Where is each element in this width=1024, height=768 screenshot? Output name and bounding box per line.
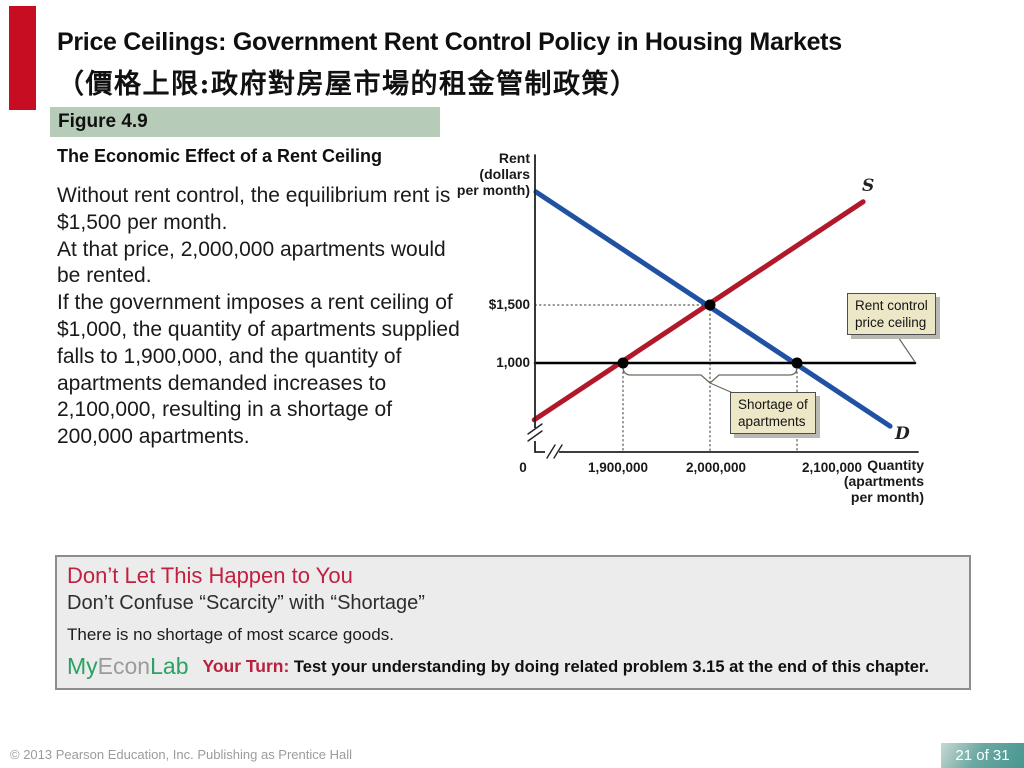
x-axis-break-mark [546,444,556,459]
callout-brand-line: MyEconLab Your Turn: Test your understand… [67,653,929,680]
y-axis-break-mark [527,430,543,442]
curve-S [531,199,866,423]
chart-canvas [527,154,919,459]
slide-title-chinese: （價格上限:政府對房屋市場的租金管制政策） [57,69,639,100]
x-axis-break-mark [553,444,563,459]
point-marker [617,357,629,369]
footer-copyright: © 2013 Pearson Education, Inc. Publishin… [10,747,352,762]
callout-body: There is no shortage of most scarce good… [67,625,394,644]
y-tick-label: $1,500 [488,297,530,312]
your-turn-label: Your Turn: [202,656,290,676]
x-tick-label: 0 [519,460,527,475]
point-marker [791,357,803,369]
y-axis-title: Rent (dollars per month) [456,150,530,198]
x-tick-label: 2,000,000 [685,460,747,475]
axis-break-gap [545,449,559,456]
y-tick-label: 1,000 [496,355,530,370]
slide-title-english: Price Ceilings: Government Rent Control … [57,28,842,56]
figure-subtitle: The Economic Effect of a Rent Ceiling [57,146,383,166]
curve-label-D: D [895,424,910,444]
brand-lab: Lab [150,653,189,679]
callout-subheading: Don’t Confuse “Scarcity” with “Shortage” [67,592,425,614]
x-tick-label: 2,100,000 [801,460,863,475]
myeconlab-logo: MyEconLab [67,653,188,679]
your-turn-text: Test your understanding by doing related… [293,658,929,676]
point-marker [704,299,716,311]
annotation-shortage: Shortage of apartments [730,392,816,434]
figure-chart: $1,500 1,000 0 1,900,000 2,000,000 2,100,000 R… [440,140,1024,520]
shortage-leader-line [709,382,734,394]
brand-my: My [67,653,98,679]
y-axis-break-mark [527,423,543,435]
title-accent-bar [9,6,36,110]
brand-econ: Econ [97,653,151,679]
axis-break-gap [531,428,539,441]
figure-label: Figure 4.9 [58,111,148,132]
curve-label-S: S [862,176,875,196]
figure-band: Figure 4.9 [50,107,440,137]
callout-heading: Don’t Let This Happen to You [67,563,353,588]
rent-control-leader-line [895,333,916,363]
description-paragraph: If the government imposes a rent ceiling… [57,291,460,449]
annotation-rent-control: Rent control price ceiling [847,293,936,335]
page-number-badge: 21 of 31 [941,743,1024,768]
description-paragraph: At that price, 2,000,000 apartments woul… [57,237,446,288]
callout-box: Don’t Let This Happen to You Don’t Confu… [55,555,971,690]
figure-description: Without rent control, the equilibrium re… [57,183,469,451]
x-tick-label: 1,900,000 [587,460,649,475]
x-axis-title: Quantity (apartments per month) [843,457,924,505]
description-paragraph: Without rent control, the equilibrium re… [57,184,451,234]
